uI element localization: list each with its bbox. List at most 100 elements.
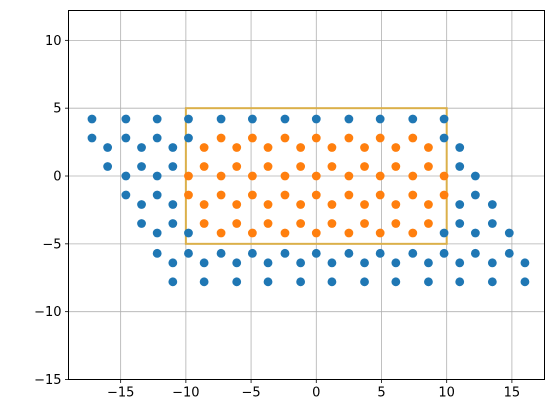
orange-point	[360, 200, 369, 209]
blue-point	[470, 171, 480, 181]
plot-frame	[68, 10, 545, 380]
blue-point	[408, 248, 418, 258]
blue-point	[470, 248, 480, 258]
blue-point	[455, 258, 465, 268]
orange-point	[439, 171, 449, 181]
orange-point	[375, 190, 385, 200]
orange-point	[280, 133, 290, 143]
blue-point	[199, 277, 209, 287]
blue-point	[280, 248, 290, 258]
blue-point	[344, 114, 354, 124]
orange-point	[280, 228, 290, 238]
orange-point	[216, 171, 226, 181]
blue-point	[375, 114, 385, 124]
orange-point	[247, 228, 257, 238]
orange-point	[391, 162, 401, 171]
orange-point	[375, 133, 385, 143]
blue-point	[311, 114, 321, 124]
blue-point	[391, 277, 401, 287]
orange-point	[344, 171, 354, 181]
blue-point	[520, 258, 530, 268]
orange-point	[296, 162, 306, 171]
blue-point	[103, 143, 113, 152]
orange-point	[327, 200, 337, 209]
orange-point	[280, 190, 290, 200]
blue-point	[137, 162, 146, 171]
orange-point	[184, 190, 193, 200]
blue-point	[216, 248, 226, 258]
orange-point	[344, 228, 354, 238]
blue-point	[137, 200, 146, 209]
x-tick-label: −10	[172, 386, 199, 401]
blue-point	[152, 171, 162, 181]
blue-point	[263, 258, 273, 268]
orange-point	[199, 219, 209, 228]
blue-point	[487, 219, 497, 228]
blue-point	[487, 258, 497, 268]
x-tick-label: 10	[438, 386, 455, 401]
blue-point	[296, 258, 306, 268]
blue-point	[487, 277, 497, 287]
blue-point	[184, 228, 193, 238]
blue-point	[168, 219, 178, 228]
blue-point	[327, 258, 337, 268]
blue-point	[137, 143, 146, 152]
blue-point	[152, 248, 162, 258]
blue-point	[455, 277, 465, 287]
x-tick-label: 0	[312, 386, 320, 401]
y-tick-label: 10	[45, 34, 62, 49]
orange-point	[424, 162, 433, 171]
blue-point	[439, 133, 449, 143]
blue-point	[121, 171, 131, 181]
blue-point	[360, 277, 369, 287]
blue-point	[232, 258, 242, 268]
data-points	[87, 114, 530, 287]
orange-point	[232, 143, 242, 152]
blue-point	[439, 114, 449, 124]
orange-point	[327, 143, 337, 152]
orange-point	[263, 143, 273, 152]
orange-point	[247, 133, 257, 143]
y-tick-label: −15	[34, 373, 61, 388]
blue-point	[184, 114, 193, 124]
blue-point	[199, 258, 209, 268]
blue-point	[152, 114, 162, 124]
blue-point	[487, 200, 497, 209]
orange-point	[199, 162, 209, 171]
orange-point	[408, 228, 418, 238]
orange-point	[296, 143, 306, 152]
orange-point	[311, 190, 321, 200]
blue-point	[121, 133, 131, 143]
blue-point	[408, 114, 418, 124]
orange-point	[247, 171, 257, 181]
blue-point	[168, 277, 178, 287]
orange-point	[408, 190, 418, 200]
blue-point	[391, 258, 401, 268]
blue-point	[152, 228, 162, 238]
y-tick-label: −10	[34, 305, 61, 320]
orange-point	[360, 162, 369, 171]
x-tick-label: 15	[504, 386, 521, 401]
blue-point	[424, 258, 433, 268]
orange-point	[311, 133, 321, 143]
blue-point	[424, 277, 433, 287]
orange-point	[344, 133, 354, 143]
blue-point	[504, 228, 514, 238]
orange-point	[439, 190, 449, 200]
blue-point	[168, 143, 178, 152]
blue-point	[439, 248, 449, 258]
blue-point	[520, 277, 530, 287]
orange-point	[263, 200, 273, 209]
y-tick-label: −5	[42, 237, 61, 252]
orange-point	[424, 143, 433, 152]
blue-point	[103, 162, 113, 171]
orange-point	[280, 171, 290, 181]
orange-point	[247, 190, 257, 200]
blue-point	[168, 162, 178, 171]
orange-point	[344, 190, 354, 200]
blue-point	[168, 200, 178, 209]
y-tick-label: 0	[53, 170, 61, 185]
blue-point	[296, 277, 306, 287]
blue-point	[470, 228, 480, 238]
orange-point	[232, 162, 242, 171]
